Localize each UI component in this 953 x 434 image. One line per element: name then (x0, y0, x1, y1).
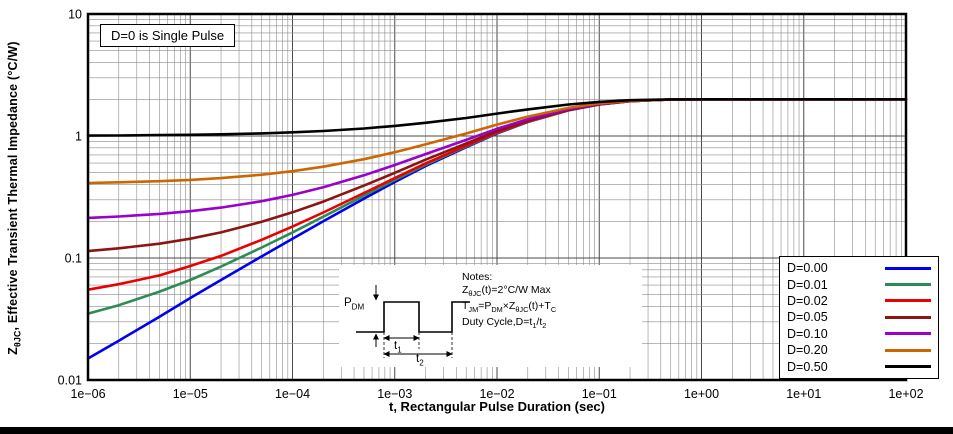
y-axis-title-base: Z (6, 346, 20, 355)
pdm-label: PDM (344, 297, 364, 311)
x-axis-title: t, Rectangular Pulse Duration (sec) (389, 399, 605, 414)
legend-item: D=0.02 (787, 293, 931, 309)
notes-title: Notes: (462, 271, 493, 283)
legend-color-swatch (885, 348, 931, 352)
t1-label-base: t (394, 340, 398, 352)
legend-item: D=0.10 (787, 326, 931, 342)
legend-label: D=0.00 (787, 261, 828, 276)
x-tick-label: 1e+00 (684, 387, 719, 401)
note-zjc-max: ZθJC(t)=2°C/W Max (462, 284, 551, 299)
inset-background (339, 265, 642, 367)
legend-label: D=0.01 (787, 277, 828, 292)
series-curve-D050 (86, 98, 908, 137)
legend-color-swatch (885, 283, 931, 287)
t1-label: t1 (394, 340, 402, 354)
bottom-bar (0, 427, 953, 434)
pulse-waveform-inset (339, 265, 642, 367)
y-tick-label: 1 (75, 130, 82, 144)
pdm-label-base: P (344, 297, 352, 309)
x-tick-label: 1e+01 (786, 387, 821, 401)
y-tick-label: 0.1 (65, 252, 82, 266)
inset-notes: Notes: ZθJC(t)=2°C/W Max TJM=PDM×ZθJC(t)… (462, 271, 556, 332)
legend-color-swatch (885, 315, 931, 319)
t2-label: t2 (416, 353, 424, 367)
data-series (86, 98, 908, 360)
legend-label: D=0.50 (787, 359, 828, 374)
x-tick-label: 1e−02 (479, 387, 514, 401)
t1-label-sub: 1 (397, 345, 402, 355)
legend-item: D=0.01 (787, 276, 931, 292)
x-tick-label: 1e−03 (377, 387, 412, 401)
legend-color-swatch (885, 332, 931, 336)
legend-label: D=0.02 (787, 293, 828, 308)
single-pulse-annotation: D=0 is Single Pulse (100, 24, 236, 47)
pdm-label-sub: DM (351, 302, 365, 312)
y-axis-title-rest: , Effective Transient Thermal Impedance … (6, 41, 20, 331)
x-tick-label: 1e−06 (70, 387, 105, 401)
y-axis-title-sub: θJC (12, 330, 23, 347)
note-duty-cycle: Duty Cycle,D=t1/t2 (462, 316, 547, 331)
t2-label-base: t (416, 353, 420, 365)
note-tjm-formula: TJM=PDM×ZθJC(t)+TC (462, 300, 557, 315)
legend-color-swatch (885, 266, 931, 270)
tick-labels: 1e−06 1e−05 1e−04 1e−03 1e−02 1e−01 1e+00 1e+01… (58, 8, 924, 402)
legend-label: D=0.20 (787, 343, 828, 358)
y-tick-label: 10 (68, 8, 82, 22)
legend-color-swatch (885, 365, 931, 369)
x-tick-label: 1e−04 (275, 387, 310, 401)
x-tick-label: 1e−01 (582, 387, 617, 401)
y-tick-label: 0.01 (58, 374, 82, 388)
legend-label: D=0.10 (787, 326, 828, 341)
plot-border (86, 12, 908, 382)
x-tick-label: 1e−05 (173, 387, 208, 401)
legend-item: D=0.05 (787, 309, 931, 325)
legend-color-swatch (885, 299, 931, 303)
legend-label: D=0.05 (787, 310, 828, 325)
legend: D=0.00 D=0.01 D=0.02 D=0.05 D=0.10 D=0.20 D=0.… (779, 256, 939, 379)
y-axis-title: ZθJC, Effective Transient Thermal Impeda… (6, 14, 23, 382)
legend-item: D=0.50 (787, 358, 931, 374)
legend-item: D=0.00 (787, 260, 931, 276)
legend-item: D=0.20 (787, 342, 931, 358)
x-tick-label: 1e+02 (888, 387, 923, 401)
t2-label-sub: 2 (419, 358, 424, 368)
